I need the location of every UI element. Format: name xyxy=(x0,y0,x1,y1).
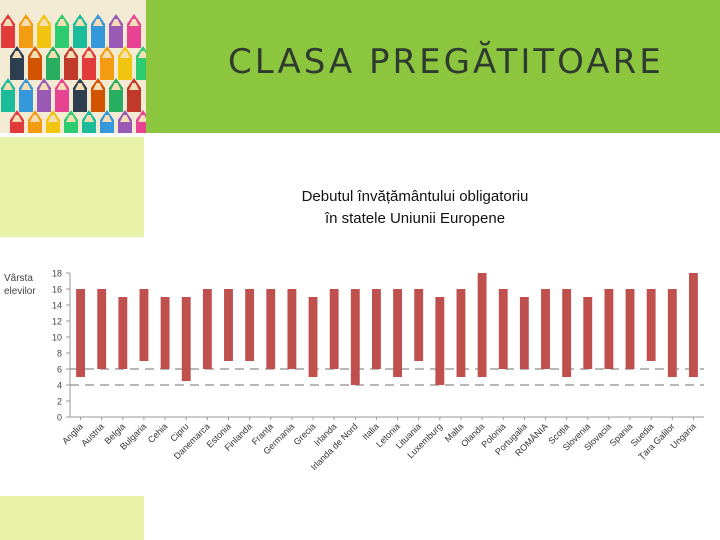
bar-29 xyxy=(688,273,698,377)
x-tick-label: Austria xyxy=(79,421,106,448)
y-tick-label: 14 xyxy=(52,301,62,311)
bar-5 xyxy=(181,297,191,381)
bar-9 xyxy=(266,289,276,369)
pencil-shape xyxy=(46,110,60,133)
y-axis-label-line-1: Vârsta xyxy=(4,273,33,284)
bar-28 xyxy=(667,289,677,377)
pencil-shape xyxy=(118,46,132,80)
y-axis-label: Vârsta elevilor xyxy=(4,272,36,298)
pencil-shape xyxy=(28,46,42,80)
pencil-shape xyxy=(73,14,87,48)
y-tick-label: 8 xyxy=(57,349,62,359)
bar-13 xyxy=(350,289,360,385)
pencil-shape xyxy=(109,14,123,48)
bar-23 xyxy=(562,289,572,377)
pencil-shape xyxy=(1,14,15,48)
pencil-shape xyxy=(55,78,69,112)
bar-12 xyxy=(329,289,339,369)
y-tick-label: 16 xyxy=(52,285,62,295)
bar-25 xyxy=(604,289,614,369)
age-range-chart: 024681012141618AngliaAustriaBelgiaBulgar… xyxy=(52,269,704,472)
pencil-shape xyxy=(100,46,114,80)
pencil-shape xyxy=(136,46,146,80)
pencil-shape xyxy=(100,110,114,133)
y-tick-label: 12 xyxy=(52,317,62,327)
pencil-shape xyxy=(19,14,33,48)
pencil-shape xyxy=(82,46,96,80)
bar-8 xyxy=(245,289,255,361)
pencil-shape xyxy=(55,14,69,48)
bar-2 xyxy=(118,297,128,369)
bar-3 xyxy=(139,289,149,361)
bar-19 xyxy=(477,273,487,377)
pencil-shape xyxy=(1,78,15,112)
pencil-shape xyxy=(64,110,78,133)
bar-14 xyxy=(371,289,381,369)
pencils-illustration xyxy=(1,14,146,133)
side-block-bottom xyxy=(0,496,144,540)
slide-title: CLASA PREGĂTITOARE xyxy=(228,42,664,82)
y-tick-label: 0 xyxy=(57,413,62,423)
pencil-shape xyxy=(46,46,60,80)
pencil-shape xyxy=(136,110,146,133)
bar-16 xyxy=(414,289,424,361)
pencil-shape xyxy=(127,14,141,48)
pencil-shape xyxy=(91,78,105,112)
y-tick-label: 2 xyxy=(57,397,62,407)
colored-pencils-image xyxy=(0,0,146,133)
pencil-shape xyxy=(82,110,96,133)
pencil-shape xyxy=(19,78,33,112)
bar-6 xyxy=(202,289,212,369)
bar-0 xyxy=(76,289,86,377)
header-band xyxy=(146,0,720,133)
x-tick-label: Cehia xyxy=(146,421,170,445)
y-tick-label: 10 xyxy=(52,333,62,343)
pencil-shape xyxy=(37,14,51,48)
pencil-shape xyxy=(64,46,78,80)
bar-20 xyxy=(498,289,508,369)
pencil-shape xyxy=(10,110,24,133)
bar-1 xyxy=(97,289,107,369)
bar-4 xyxy=(160,297,170,369)
pencil-shape xyxy=(91,14,105,48)
bar-10 xyxy=(287,289,297,369)
bar-27 xyxy=(646,289,656,361)
bar-15 xyxy=(393,289,403,377)
bar-21 xyxy=(519,297,529,369)
pencil-shape xyxy=(109,78,123,112)
bar-11 xyxy=(308,297,318,377)
y-tick-label: 6 xyxy=(57,365,62,375)
bar-7 xyxy=(224,289,233,361)
y-tick-label: 18 xyxy=(52,269,62,279)
pencil-shape xyxy=(118,110,132,133)
y-tick-label: 4 xyxy=(57,381,62,391)
bar-22 xyxy=(541,289,550,369)
pencil-shape xyxy=(28,110,42,133)
chart-title: Debutul învățământului obligatoriu în st… xyxy=(240,186,590,230)
pencil-shape xyxy=(127,78,141,112)
bar-26 xyxy=(625,289,635,369)
pencil-shape xyxy=(73,78,87,112)
side-block-top xyxy=(0,137,144,237)
chart-title-line-2: în statele Uniunii Europene xyxy=(324,210,506,227)
pencil-shape xyxy=(10,46,24,80)
bar-24 xyxy=(583,297,593,369)
chart-title-line-1: Debutul învățământului obligatoriu xyxy=(301,188,529,205)
y-axis-label-line-2: elevilor xyxy=(4,286,36,297)
bar-18 xyxy=(456,289,466,377)
bar-17 xyxy=(435,297,445,385)
pencil-shape xyxy=(37,78,51,112)
